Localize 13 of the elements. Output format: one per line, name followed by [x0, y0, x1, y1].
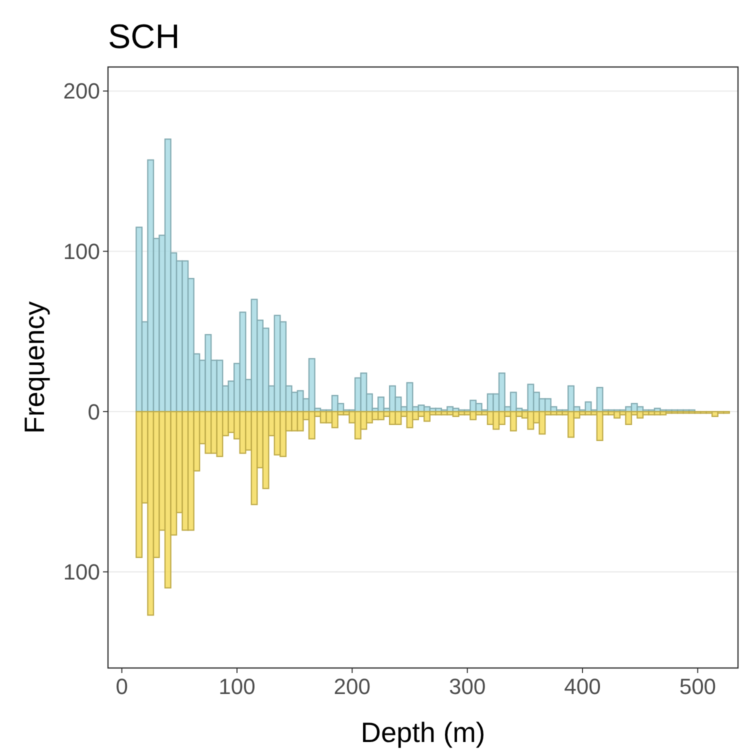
y-tick-label: 100 — [63, 239, 100, 264]
x-tick-label: 400 — [564, 674, 601, 699]
x-tick-label: 0 — [116, 674, 128, 699]
x-tick-label: 200 — [334, 674, 371, 699]
x-axis-title: Depth (m) — [360, 717, 486, 748]
x-tick-label: 300 — [448, 674, 486, 699]
y-tick-label: 0 — [88, 399, 100, 424]
x-tick-label: 500 — [679, 674, 716, 699]
y-tick-label: 100 — [63, 560, 100, 585]
chart-title: SCH — [108, 18, 180, 56]
x-tick-label: 100 — [218, 674, 256, 699]
y-tick-label: 200 — [63, 78, 100, 104]
y-axis-title: Frequency — [19, 301, 50, 434]
